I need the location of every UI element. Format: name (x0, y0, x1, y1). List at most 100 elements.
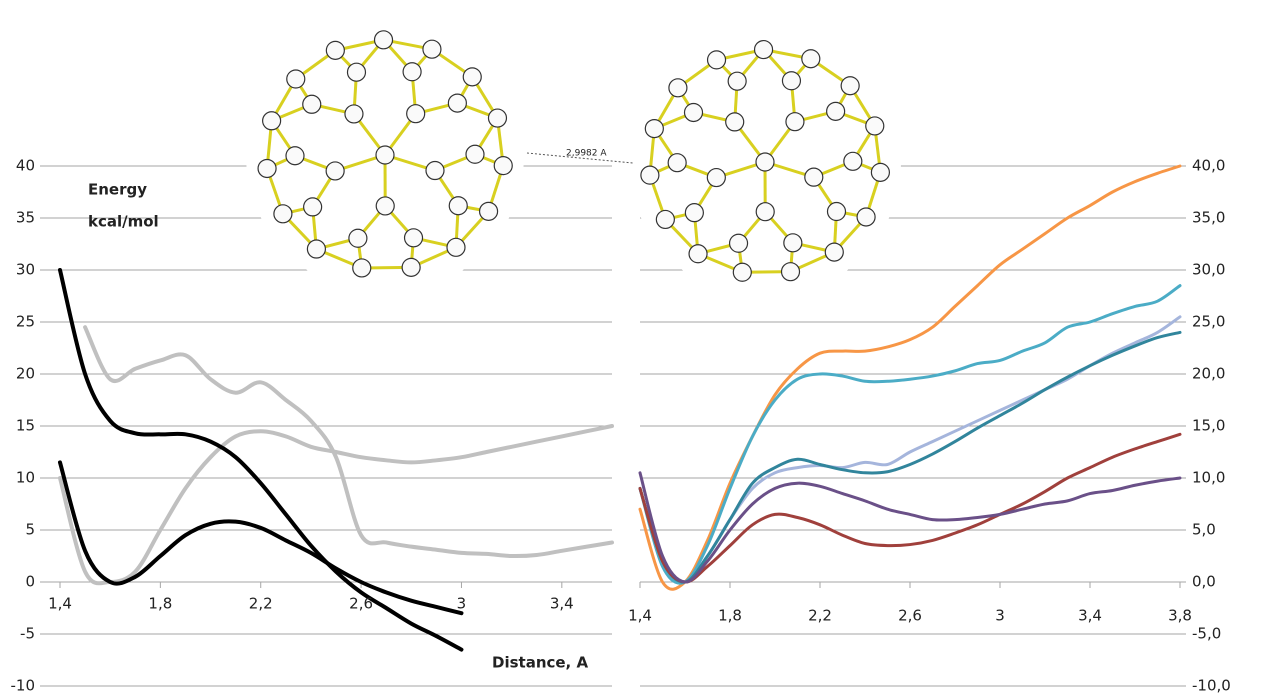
x-tick-label: 1,8 (718, 607, 742, 625)
atom (825, 243, 843, 261)
atom (303, 95, 321, 113)
atom (403, 63, 421, 81)
atom (685, 103, 703, 121)
atom (347, 63, 365, 81)
series-line (640, 286, 1180, 584)
atom (447, 238, 465, 256)
atom (376, 197, 394, 215)
x-tick-label: 2,6 (349, 595, 373, 613)
atom (645, 120, 663, 138)
atom (689, 245, 707, 263)
y-tick-label: 35 (16, 209, 35, 227)
y-tick-label: 25 (16, 313, 35, 331)
x-tick-label: 2,2 (249, 595, 273, 613)
lines (60, 166, 1180, 650)
x-tick-label: 3 (995, 607, 1005, 625)
y-tick-label: 10,0 (1192, 469, 1225, 487)
atom (405, 229, 423, 247)
atom (463, 68, 481, 86)
atom (708, 51, 726, 69)
y-tick-label: 40 (16, 157, 35, 175)
atom (326, 162, 344, 180)
atom (353, 259, 371, 277)
atom (656, 210, 674, 228)
atom (756, 203, 774, 221)
y-tick-label: 35,0 (1192, 209, 1225, 227)
atom (326, 41, 344, 59)
atom (728, 72, 746, 90)
atom (407, 105, 425, 123)
atom (827, 203, 845, 221)
atom (449, 197, 467, 215)
x-tick-label: 3,8 (1168, 607, 1192, 625)
x-tick-label: 1,4 (628, 607, 652, 625)
y-tick-label: 0,0 (1192, 573, 1216, 591)
atom (841, 77, 859, 95)
atom (726, 113, 744, 131)
y-tick-label: 30 (16, 261, 35, 279)
atom (376, 146, 394, 164)
atom (871, 163, 889, 181)
atom (782, 72, 800, 90)
x-tick-label: 3,4 (550, 595, 574, 613)
atom (782, 263, 800, 281)
atom (756, 153, 774, 171)
y-tick-label: 20,0 (1192, 365, 1225, 383)
figure: 2,9982 A Energy kcal/mol Distance, A -10… (0, 0, 1261, 695)
series-line (60, 426, 612, 583)
y-tick-label: 15 (16, 417, 35, 435)
y-tick-label: 10 (16, 469, 35, 487)
x-tick-label: 3,4 (1078, 607, 1102, 625)
y-tick-label: 5 (25, 521, 35, 539)
series-line (640, 473, 1180, 582)
atom (426, 162, 444, 180)
y-tick-label: 25,0 (1192, 313, 1225, 331)
atom (494, 157, 512, 175)
atom (286, 147, 304, 165)
atom (488, 109, 506, 127)
y-tick-label: 30,0 (1192, 261, 1225, 279)
atom (345, 105, 363, 123)
y-tick-label: -10,0 (1192, 677, 1231, 695)
x-axis-label: Distance, A (492, 654, 588, 672)
atom (307, 240, 325, 258)
atom (480, 202, 498, 220)
atom (349, 229, 367, 247)
y-tick-label: 5,0 (1192, 521, 1216, 539)
atom (669, 79, 687, 97)
atom (375, 31, 393, 49)
x-tick-label: 1,8 (148, 595, 172, 613)
atom (423, 40, 441, 58)
y-axis-label: kcal/mol (88, 213, 159, 231)
y-tick-label: 40,0 (1192, 157, 1225, 175)
atom (802, 50, 820, 68)
atom (668, 154, 686, 172)
atom (448, 94, 466, 112)
atom (784, 234, 802, 252)
atom (304, 198, 322, 216)
atom (844, 152, 862, 170)
atom (733, 263, 751, 281)
atom (685, 204, 703, 222)
atom (466, 145, 484, 163)
atom (857, 208, 875, 226)
y-tick-label: 20 (16, 365, 35, 383)
atom (805, 168, 823, 186)
y-tick-label: -10 (11, 677, 36, 695)
x-tick-label: 2,6 (898, 607, 922, 625)
atom (274, 205, 292, 223)
y-tick-label: 0 (25, 573, 35, 591)
atom (707, 169, 725, 187)
atom (786, 113, 804, 131)
atom (827, 102, 845, 120)
y-tick-label: -5,0 (1192, 625, 1221, 643)
y-tick-label: -5 (20, 625, 35, 643)
x-tick-label: 1,4 (48, 595, 72, 613)
x-tick-label: 2,2 (808, 607, 832, 625)
x-tick-label: 3 (457, 595, 467, 613)
atom (402, 258, 420, 276)
atom (866, 117, 884, 135)
atom (258, 159, 276, 177)
atom (730, 234, 748, 252)
atom (755, 41, 773, 59)
